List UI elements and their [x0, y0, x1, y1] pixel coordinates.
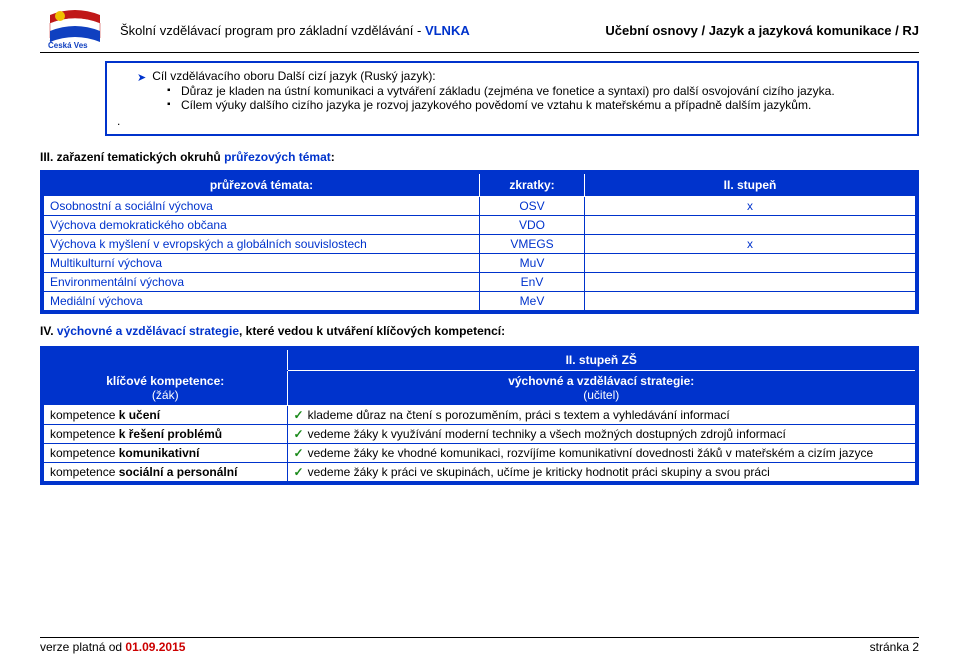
cell-mark [585, 292, 918, 313]
cell-abbr: OSV [480, 197, 585, 216]
header-left: Školní vzdělávací program pro základní v… [120, 23, 470, 38]
strategies-table: II. stupeň ZŠ klíčové kompetence: (žák) … [40, 346, 919, 485]
section-iii-title: III. zařazení tematických okruhů průřezo… [40, 150, 919, 164]
th-empty [42, 348, 287, 371]
cell-topic: Environmentální výchova [42, 273, 480, 292]
cell-abbr: EnV [480, 273, 585, 292]
check-icon: ✓ [294, 465, 304, 479]
cell-strategy: ✓ klademe důraz na čtení s porozuměním, p… [287, 406, 917, 425]
cell-abbr: VMEGS [480, 235, 585, 254]
table-row: kompetence komunikativní ✓ vedeme žáky ke … [42, 444, 917, 463]
page-footer: verze platná od 01.09.2015 stránka 2 [40, 637, 919, 654]
header-right: Učební osnovy / Jazyk a jazyková komunik… [605, 23, 919, 38]
goal-title-line: ➤ Cíl vzdělávacího oboru Další cizí jazy… [117, 69, 907, 84]
cell-topic: Výchova demokratického občana [42, 216, 480, 235]
cell-competence: kompetence k učení [42, 406, 287, 425]
section-iv-prefix: IV. [40, 324, 57, 338]
strategy-text: vedeme žáky k využívání moderní techniky… [308, 427, 786, 441]
arrow-icon: ➤ [137, 71, 146, 84]
strategy-item: ✓ vedeme žáky k využívání moderní technik… [294, 427, 910, 441]
cell-abbr: MuV [480, 254, 585, 273]
section-iii-prefix: III. zařazení tematických okruhů [40, 150, 224, 164]
section-iv-title: IV. výchovné a vzdělávací strategie, kte… [40, 324, 919, 338]
header-text-row: Školní vzdělávací program pro základní v… [120, 23, 919, 38]
strategy-item: ✓ vedeme žáky k práci ve skupinách, učíme… [294, 465, 910, 479]
strategy-item: ✓ klademe důraz na čtení s porozuměním, p… [294, 408, 910, 422]
th-comp-label: klíčové kompetence: [106, 374, 224, 388]
footer-date: 01.09.2015 [125, 640, 185, 654]
school-logo: Česká Ves [40, 10, 110, 50]
table-row: kompetence k učení ✓ klademe důraz na čten… [42, 406, 917, 425]
th-level: II. stupeň [585, 172, 918, 197]
cell-topic: Výchova k myšlení v evropských a globáln… [42, 235, 480, 254]
table-row: Výchova demokratického občanaVDO [42, 216, 917, 235]
cross-topics-table: průřezová témata: zkratky: II. stupeň Os… [40, 170, 919, 314]
section-iii-blue: průřezových témat [224, 150, 331, 164]
th-strat-sub: (učitel) [583, 388, 619, 402]
cell-topic: Osobnostní a sociální výchova [42, 197, 480, 216]
table-row: Multikulturní výchovaMuV [42, 254, 917, 273]
cell-topic: Multikulturní výchova [42, 254, 480, 273]
cell-strategy: ✓ vedeme žáky k práci ve skupinách, učíme… [287, 463, 917, 484]
section-iii-suffix: : [331, 150, 335, 164]
goal-title: Cíl vzdělávacího oboru Další cizí jazyk … [152, 69, 435, 83]
section-iv-blue: výchovné a vzdělávací strategie [57, 324, 239, 338]
table-row: Výchova k myšlení v evropských a globáln… [42, 235, 917, 254]
th-strat-label: výchovné a vzdělávací strategie: [508, 374, 694, 388]
footer-left-prefix: verze platná od [40, 640, 125, 654]
cell-strategy: ✓ vedeme žáky k využívání moderní technik… [287, 425, 917, 444]
th-comp-sub: (žák) [152, 388, 179, 402]
goal-box: ➤ Cíl vzdělávacího oboru Další cizí jazy… [105, 61, 919, 136]
cell-mark [585, 273, 918, 292]
strategy-text: klademe důraz na čtení s porozuměním, pr… [308, 408, 730, 422]
cell-mark [585, 216, 918, 235]
table-row: kompetence sociální a personální ✓ vedeme … [42, 463, 917, 484]
strategy-text: vedeme žáky ke vhodné komunikaci, rozvíj… [308, 446, 874, 460]
cell-topic: Mediální výchova [42, 292, 480, 313]
header-divider [40, 52, 919, 53]
check-icon: ✓ [294, 408, 304, 422]
cell-abbr: VDO [480, 216, 585, 235]
header-vlnka: VLNKA [425, 23, 470, 38]
goal-bullet: Důraz je kladen na ústní komunikaci a vy… [167, 84, 907, 98]
cell-competence: kompetence komunikativní [42, 444, 287, 463]
header-program-text: Školní vzdělávací program pro základní v… [120, 23, 425, 38]
cell-strategy: ✓ vedeme žáky ke vhodné komunikaci, rozví… [287, 444, 917, 463]
cell-competence: kompetence k řešení problémů [42, 425, 287, 444]
cell-mark: x [585, 235, 918, 254]
goal-dot: . [117, 114, 907, 128]
section-iv-suffix: , které vedou k utváření klíčových kompe… [239, 324, 505, 338]
cell-mark: x [585, 197, 918, 216]
check-icon: ✓ [294, 427, 304, 441]
strategy-text: vedeme žáky k práci ve skupinách, učíme … [308, 465, 770, 479]
strategy-item: ✓ vedeme žáky ke vhodné komunikaci, rozví… [294, 446, 910, 460]
goal-bullets: Důraz je kladen na ústní komunikaci a vy… [117, 84, 907, 112]
cell-abbr: MeV [480, 292, 585, 313]
th-strategy: výchovné a vzdělávací strategie: (učitel… [287, 371, 917, 406]
page-header: Česká Ves Školní vzdělávací program pro … [40, 10, 919, 50]
th-topics: průřezová témata: [42, 172, 480, 197]
table-row: Environmentální výchovaEnV [42, 273, 917, 292]
th-competence: klíčové kompetence: (žák) [42, 371, 287, 406]
footer-page: stránka 2 [870, 640, 919, 654]
svg-text:Česká Ves: Česká Ves [48, 41, 88, 50]
table-row: kompetence k řešení problémů ✓ vedeme žáky… [42, 425, 917, 444]
table-row: Mediální výchovaMeV [42, 292, 917, 313]
cell-mark [585, 254, 918, 273]
th-super: II. stupeň ZŠ [287, 348, 917, 371]
footer-left: verze platná od 01.09.2015 [40, 640, 185, 654]
th-abbr: zkratky: [480, 172, 585, 197]
check-icon: ✓ [294, 446, 304, 460]
table-row: Osobnostní a sociální výchovaOSVx [42, 197, 917, 216]
cell-competence: kompetence sociální a personální [42, 463, 287, 484]
goal-bullet: Cílem výuky dalšího cizího jazyka je roz… [167, 98, 907, 112]
